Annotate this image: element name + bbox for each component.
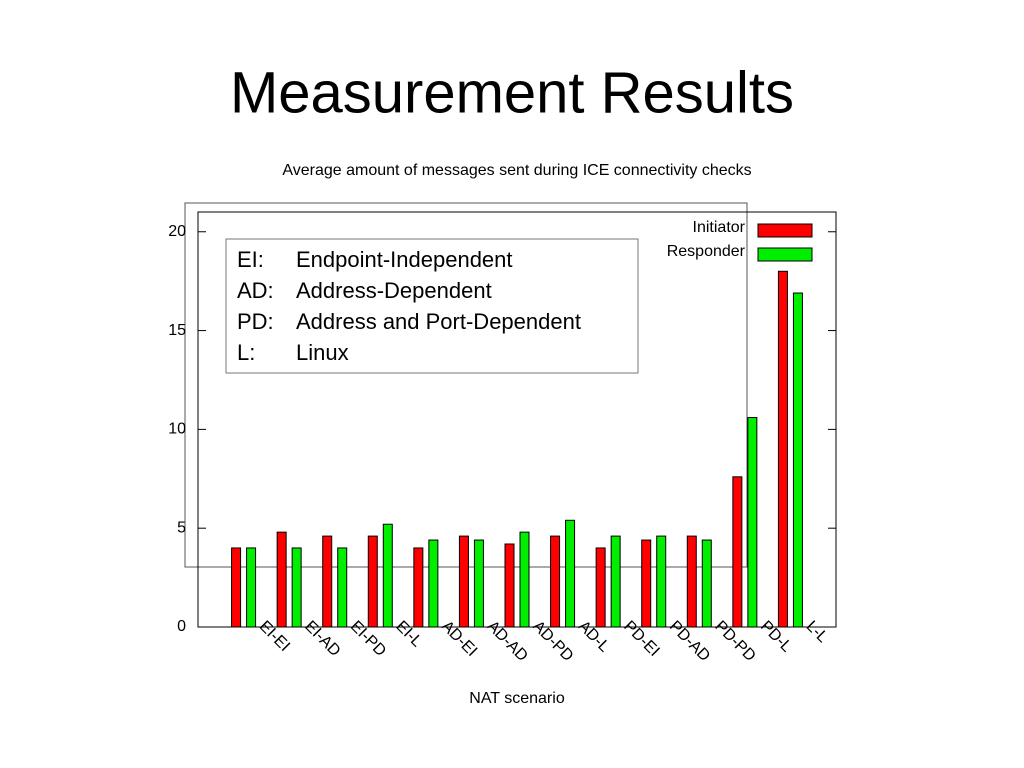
y-tick-label: 10 <box>168 421 186 438</box>
bar <box>565 519 576 628</box>
bar <box>686 535 697 628</box>
bar <box>777 270 788 628</box>
bar <box>291 547 302 628</box>
abbreviations: EI: Endpoint-Independent AD: Address-Depend… <box>237 247 581 365</box>
bar <box>732 476 743 628</box>
bar <box>656 535 667 628</box>
abbreviation-box <box>225 238 639 374</box>
chart-title: Average amount of messages sent during I… <box>282 162 751 179</box>
x-tick-label: PD-L <box>757 618 795 656</box>
bar <box>428 539 439 628</box>
slide-title: Measurement Results <box>230 60 794 125</box>
bar <box>519 531 530 628</box>
legend-swatch <box>757 247 813 262</box>
bar <box>382 523 393 628</box>
abbreviation-key: PD: <box>237 309 274 334</box>
x-tick-label: EI-EI <box>256 618 293 655</box>
bar <box>246 547 257 628</box>
abbreviation-text: Linux <box>296 340 349 365</box>
bar <box>458 535 469 628</box>
bar <box>504 543 515 628</box>
bar <box>701 539 712 628</box>
legend-label: Responder <box>667 243 746 260</box>
bar <box>747 417 758 628</box>
plot-area <box>197 211 837 628</box>
bar <box>337 547 348 628</box>
y-tick-label: 0 <box>177 618 186 635</box>
abbreviation-text: Address and Port-Dependent <box>296 309 581 334</box>
bar <box>550 535 561 628</box>
x-axis-label: NAT scenario <box>469 690 565 707</box>
abbreviation-key: L: <box>237 340 255 365</box>
legend-swatch <box>757 223 813 238</box>
bar <box>610 535 621 628</box>
y-tick-label: 15 <box>168 322 186 339</box>
abbreviation-text: Address-Dependent <box>296 278 492 303</box>
bar <box>641 539 652 628</box>
y-tick-label: 20 <box>168 223 186 240</box>
bar <box>792 292 803 628</box>
bar <box>367 535 378 628</box>
bar <box>595 547 606 628</box>
bar <box>322 535 333 628</box>
x-tick-label: L-L <box>803 618 831 646</box>
bar <box>276 531 287 628</box>
bar <box>473 539 484 628</box>
bar <box>413 547 424 628</box>
x-tick-label: AD-L <box>575 618 613 656</box>
abbreviation-key: EI: <box>237 247 264 272</box>
y-tick-label: 5 <box>177 519 186 536</box>
abbreviation-key: AD: <box>237 278 274 303</box>
bar <box>231 547 242 628</box>
abbreviation-text: Endpoint-Independent <box>296 247 513 272</box>
legend-label: Initiator <box>693 219 746 236</box>
